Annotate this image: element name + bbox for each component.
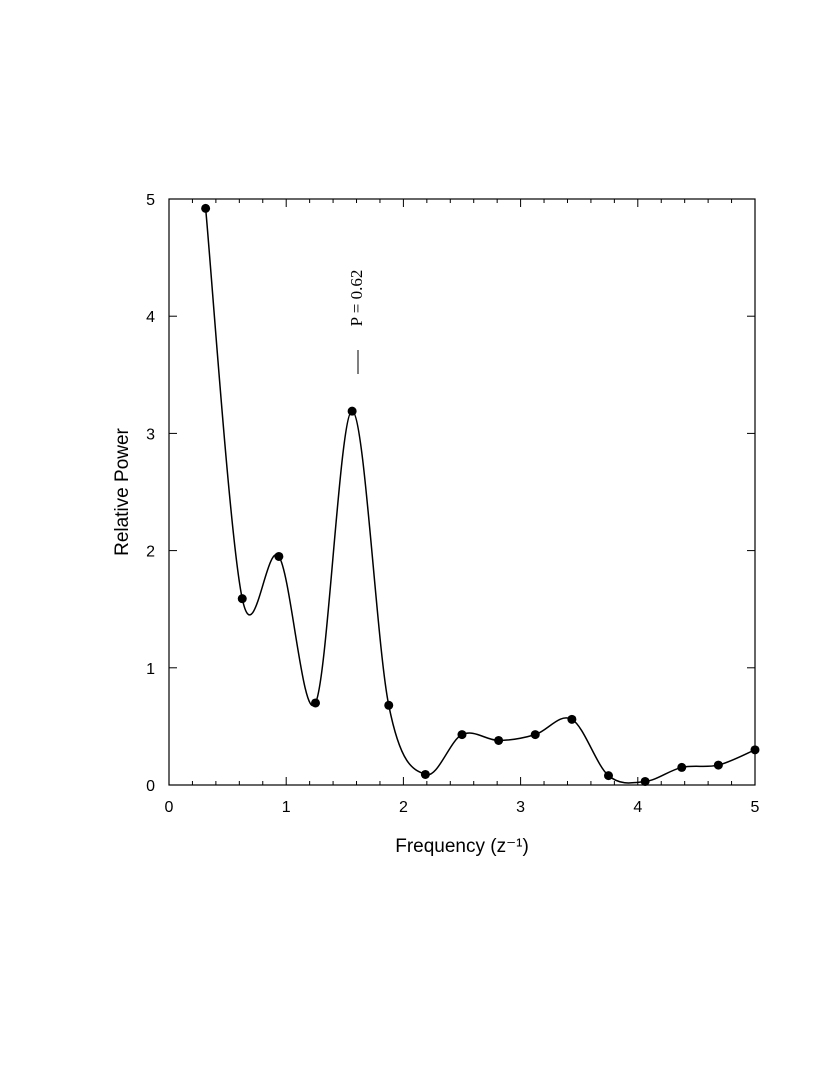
x-tick-label: 4: [633, 799, 642, 816]
data-point: [530, 730, 540, 740]
data-point: [604, 771, 613, 781]
y-tick-label: 5: [146, 192, 155, 209]
data-point: [347, 406, 357, 416]
x-tick-label: 2: [399, 799, 408, 816]
annotation: P = 0.62: [347, 270, 366, 327]
data-point: [311, 698, 320, 708]
data-point: [201, 203, 211, 213]
data-point: [384, 700, 394, 710]
data-point: [567, 714, 577, 724]
data-point: [457, 730, 467, 740]
y-tick-label: 3: [146, 426, 155, 443]
y-tick-label: 2: [146, 544, 155, 561]
data-point: [237, 594, 247, 604]
data-point: [494, 735, 504, 745]
y-tick-label: 4: [146, 309, 155, 326]
x-tick-label: 1: [282, 799, 291, 816]
data-point: [750, 745, 760, 755]
y-tick-label: 1: [146, 661, 155, 678]
x-tick-label: 5: [751, 799, 760, 816]
data-line: [204, 208, 755, 784]
x-tick-label: 3: [516, 799, 525, 816]
data-point: [274, 551, 284, 561]
y-axis-label: Relative Power: [112, 427, 133, 555]
plot-frame: [168, 198, 756, 786]
data-point: [420, 769, 430, 779]
x-axis-label: Frequency (z⁻¹): [395, 836, 529, 857]
x-tick-label: 0: [165, 799, 174, 816]
data-point: [640, 776, 650, 786]
y-tick-label: 0: [146, 778, 155, 795]
data-point: [677, 762, 687, 772]
data-point: [713, 760, 723, 770]
